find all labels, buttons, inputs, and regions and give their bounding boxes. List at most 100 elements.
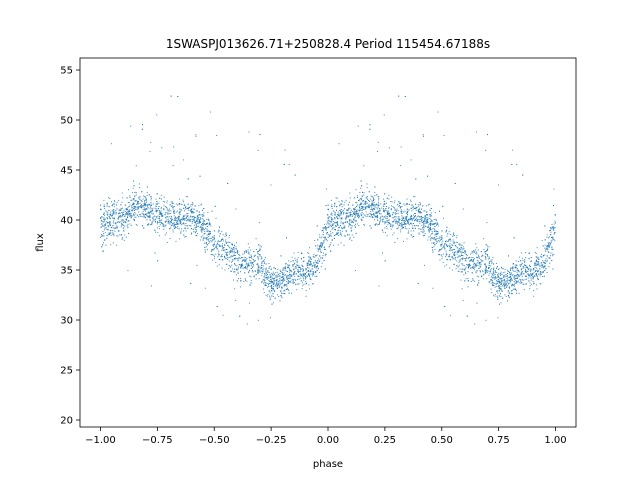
data-point <box>426 211 428 213</box>
data-point <box>495 277 497 279</box>
data-point <box>347 215 349 217</box>
data-point <box>193 219 195 221</box>
data-point <box>505 296 507 298</box>
data-point <box>450 249 452 251</box>
data-point <box>509 280 511 282</box>
data-point <box>364 206 366 208</box>
data-point <box>532 283 534 285</box>
data-point <box>511 274 513 276</box>
data-point <box>179 208 181 210</box>
data-point <box>262 279 264 281</box>
data-point <box>135 213 137 215</box>
data-point <box>222 248 224 250</box>
data-point <box>423 234 425 236</box>
data-point <box>316 269 318 271</box>
data-point <box>135 224 137 226</box>
data-point <box>365 211 367 213</box>
data-point <box>224 256 226 258</box>
data-point <box>496 267 498 269</box>
data-point <box>465 268 467 270</box>
data-point <box>190 225 192 227</box>
data-point <box>444 248 446 250</box>
data-point <box>103 218 105 220</box>
data-point <box>445 250 447 252</box>
data-point <box>214 258 215 260</box>
data-point <box>517 280 519 282</box>
data-point <box>506 280 508 282</box>
data-point <box>192 212 194 214</box>
data-point <box>185 236 187 238</box>
data-point <box>144 217 146 219</box>
data-point <box>242 265 244 267</box>
data-point <box>383 216 385 218</box>
data-point <box>155 211 157 213</box>
data-point <box>171 224 173 226</box>
data-point <box>415 208 417 210</box>
data-point <box>138 203 140 205</box>
data-point <box>240 263 242 265</box>
data-point <box>245 262 247 264</box>
data-point <box>422 134 424 136</box>
data-point <box>284 266 286 268</box>
data-point <box>497 292 499 294</box>
data-point <box>530 277 532 279</box>
data-point <box>337 232 339 234</box>
data-point <box>370 227 372 229</box>
data-point <box>350 221 352 223</box>
data-point <box>372 205 374 207</box>
data-point <box>141 215 143 217</box>
data-point <box>239 254 241 256</box>
data-point <box>445 229 447 231</box>
data-point <box>201 209 203 211</box>
data-point <box>361 206 363 208</box>
data-point <box>525 283 527 285</box>
data-point <box>298 278 300 280</box>
data-point <box>324 253 326 255</box>
data-point <box>110 244 112 246</box>
data-point <box>269 282 271 284</box>
data-point <box>272 283 274 285</box>
data-point <box>456 256 458 258</box>
data-point <box>261 281 263 283</box>
data-point <box>540 283 542 285</box>
data-point <box>296 260 298 262</box>
data-point <box>400 209 402 211</box>
data-point <box>403 203 405 205</box>
data-point <box>144 196 146 198</box>
data-point <box>485 149 487 151</box>
data-point <box>497 184 499 186</box>
data-point <box>121 234 123 236</box>
data-point <box>401 210 403 212</box>
data-point <box>282 280 284 282</box>
data-point <box>377 216 379 218</box>
data-point <box>427 226 429 228</box>
data-point <box>113 213 115 215</box>
data-point <box>218 240 220 242</box>
data-point <box>257 250 259 252</box>
data-point <box>494 270 496 272</box>
data-point <box>341 218 343 220</box>
data-point <box>152 216 154 218</box>
data-point <box>454 259 456 261</box>
data-point <box>359 210 361 212</box>
data-point <box>357 214 359 216</box>
data-point <box>221 256 223 258</box>
data-point <box>401 212 403 214</box>
data-point <box>525 275 527 277</box>
scatter-points <box>100 95 556 325</box>
data-point <box>114 228 116 230</box>
data-point <box>173 209 175 211</box>
data-point <box>392 212 394 214</box>
data-point <box>189 220 191 222</box>
data-point <box>542 272 544 274</box>
data-point <box>392 214 394 216</box>
data-point <box>385 225 387 227</box>
data-point <box>112 222 114 224</box>
data-point <box>109 224 111 226</box>
data-point <box>244 278 246 280</box>
data-point <box>390 201 392 202</box>
data-point <box>522 259 524 261</box>
data-point <box>325 226 327 228</box>
data-point <box>295 279 297 281</box>
data-point <box>402 223 404 225</box>
